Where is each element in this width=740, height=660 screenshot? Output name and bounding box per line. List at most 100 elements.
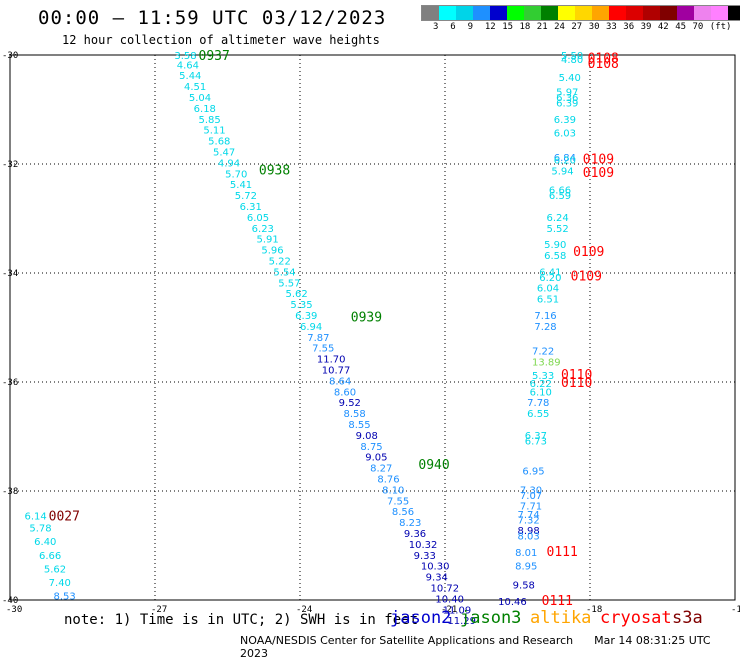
wave-height-value: 6.20 (554, 156, 576, 167)
wave-height-value: 11.09 (443, 605, 472, 616)
colorbar-swatch (575, 6, 592, 20)
wave-height-value: 5.68 (208, 137, 230, 148)
wave-height-value: 9.33 (414, 551, 436, 562)
colorbar-swatch (660, 6, 677, 20)
colorbar (421, 5, 740, 21)
pass-time-label: 0939 (351, 311, 382, 326)
wave-height-value: 5.78 (29, 524, 51, 535)
x-tick-label: -21 (441, 605, 457, 615)
wave-height-value: 6.39 (556, 98, 578, 109)
pass-time-label: 0109 (583, 153, 614, 168)
legend-cryosat: cryosat (600, 608, 672, 628)
colorbar-swatch (558, 6, 575, 20)
wave-height-value: 5.90 (544, 240, 566, 251)
pass-time-label: 0940 (418, 458, 449, 473)
wave-height-value: 7.28 (534, 322, 556, 333)
colorbar-swatch (524, 6, 541, 20)
pass-time-label: 0027 (49, 510, 80, 525)
wave-height-value: 8.55 (348, 420, 370, 431)
wave-height-value: 5.11 (203, 126, 225, 137)
colorbar-swatch (473, 6, 490, 20)
wave-height-value: 9.08 (356, 431, 378, 442)
wave-height-value: 6.05 (247, 213, 269, 224)
wave-height-value: 5.44 (179, 71, 201, 82)
wave-height-value: 6.24 (547, 213, 569, 224)
wave-height-value: 8.98 (518, 526, 540, 537)
wave-height-value: 6.31 (240, 202, 262, 213)
colorbar-label: 3 (433, 22, 439, 32)
legend-altika: altika (530, 608, 592, 628)
colorbar-label: (ft) (709, 22, 732, 32)
wave-height-value: 10.30 (421, 562, 450, 573)
x-tick-label: -18 (586, 605, 602, 615)
colorbar-label: 18 (519, 22, 531, 32)
wave-height-value: 10.32 (409, 540, 438, 551)
credit-text: NOAA/NESDIS Center for Satellite Applica… (240, 634, 574, 647)
wave-height-value: 10.72 (431, 583, 460, 594)
wave-height-value: 9.58 (513, 581, 535, 592)
colorbar-swatch (541, 6, 558, 20)
pass-time-label: 0938 (259, 163, 290, 178)
wave-height-value: 6.95 (522, 466, 544, 477)
wave-height-value: 8.64 (329, 376, 351, 387)
colorbar-swatch (728, 6, 740, 20)
wave-height-value: 6.58 (544, 251, 566, 262)
wave-height-value: 7.71 (520, 502, 542, 513)
wave-height-value: 10.40 (435, 594, 464, 605)
wave-height-value: 6.03 (554, 128, 576, 139)
wave-height-value: 6.04 (537, 284, 559, 295)
wave-height-value: 4.80 (561, 55, 583, 66)
wave-height-value: 6.10 (530, 387, 552, 398)
note-text: note: 1) Time is in UTC; 2) SWH is in fe… (64, 612, 419, 628)
pass-time-label: 0108 (588, 52, 619, 67)
colorbar-swatch (456, 6, 473, 20)
y-tick-label: -40 (2, 596, 18, 606)
colorbar-swatch (711, 6, 728, 20)
wave-height-value: 8.10 (382, 485, 404, 496)
colorbar-swatch (643, 6, 660, 20)
pass-time-label: 0111 (542, 594, 573, 609)
wave-height-value: 8.95 (515, 562, 537, 573)
wave-height-value: 7.32 (518, 515, 540, 526)
wave-height-value: 9.36 (404, 529, 426, 540)
wave-height-value: 5.85 (199, 115, 221, 126)
wave-height-value: 4.94 (218, 158, 240, 169)
wave-height-value: 8.56 (392, 507, 414, 518)
wave-height-value: 8.03 (518, 532, 540, 543)
pass-time-label: 0109 (571, 270, 602, 285)
wave-height-value: 6.40 (34, 537, 56, 548)
wave-height-value: 6.59 (549, 191, 571, 202)
wave-height-value: 5.04 (189, 93, 211, 104)
x-tick-label: -24 (296, 605, 312, 615)
wave-height-value: 7.55 (387, 496, 409, 507)
pass-time-label: 0110 (561, 368, 592, 383)
colorbar-label: 36 (623, 22, 635, 32)
wave-height-value: 8.23 (399, 518, 421, 529)
colorbar-label: 9 (467, 22, 474, 32)
wave-height-value: 5.97 (556, 88, 578, 99)
wave-height-value: 5.50 (561, 51, 583, 62)
wave-height-value: 6.55 (527, 409, 549, 420)
pass-time-label: 0937 (199, 49, 230, 64)
wave-height-value: 5.94 (551, 167, 573, 178)
colorbar-label: 42 (657, 22, 669, 32)
legend-jason2: jason2 (390, 608, 452, 628)
wave-height-value: 5.40 (559, 73, 581, 84)
colorbar-label: 15 (502, 22, 514, 32)
wave-height-value: 8.75 (360, 442, 382, 453)
wave-height-value: 13.89 (532, 357, 561, 368)
wave-height-value: 6.14 (25, 512, 47, 523)
colorbar-swatch (694, 6, 711, 20)
wave-height-value: 5.96 (261, 246, 283, 257)
colorbar-swatch (592, 6, 609, 20)
wave-height-value: 5.62 (286, 289, 308, 300)
legend-s3a: s3a (672, 608, 703, 628)
colorbar-label: 70 (692, 22, 704, 32)
wave-height-value: 6.66 (549, 186, 571, 197)
wave-height-value: 10.46 (498, 597, 527, 608)
wave-height-value: 7.78 (527, 398, 549, 409)
wave-height-value: 5.72 (235, 191, 257, 202)
wave-height-value: 5.35 (290, 300, 312, 311)
wave-height-value: 7.40 (49, 578, 71, 589)
